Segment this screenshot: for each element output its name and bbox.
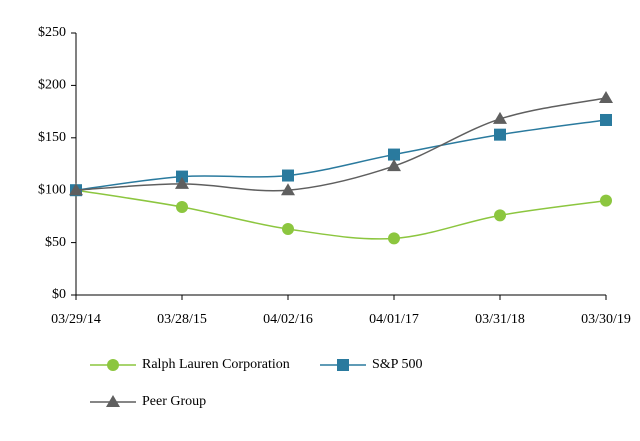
x-tick-label: 04/02/16	[263, 312, 313, 327]
y-tick-label: $0	[52, 287, 66, 302]
legend-marker	[337, 359, 349, 371]
marker	[176, 170, 188, 183]
legend-label: Peer Group	[142, 394, 206, 409]
series-line	[75, 119, 607, 191]
marker	[175, 176, 189, 189]
marker	[281, 183, 295, 196]
legend-label: Ralph Lauren Corporation	[142, 357, 290, 372]
marker	[387, 159, 401, 172]
x-tick-label: 04/01/17	[369, 312, 419, 327]
marker	[388, 148, 400, 161]
legend-label: S&P 500	[372, 357, 422, 372]
y-tick-label: $100	[38, 182, 66, 197]
marker	[494, 128, 506, 141]
legend-marker	[107, 359, 119, 371]
y-tick-label: $150	[38, 130, 66, 145]
marker	[176, 200, 188, 213]
y-tick-label: $200	[38, 78, 66, 93]
marker	[600, 194, 612, 207]
marker	[493, 111, 507, 124]
marker	[282, 222, 294, 235]
x-tick-label: 03/30/19	[581, 312, 631, 327]
x-tick-label: 03/29/14	[51, 312, 101, 327]
series-line	[75, 97, 607, 192]
marker	[388, 232, 400, 245]
legend-marker	[106, 395, 120, 407]
y-tick-label: $250	[38, 25, 66, 40]
marker	[494, 209, 506, 222]
x-tick-label: 03/28/15	[157, 312, 207, 327]
y-tick-label: $50	[45, 235, 66, 250]
marker	[600, 113, 612, 126]
x-tick-label: 03/31/18	[475, 312, 525, 327]
series-line	[75, 189, 607, 240]
marker	[599, 90, 613, 103]
marker	[282, 169, 294, 182]
marker	[69, 183, 83, 196]
